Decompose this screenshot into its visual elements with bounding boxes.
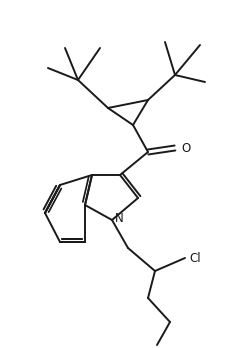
Text: Cl: Cl <box>188 252 200 264</box>
Text: O: O <box>180 142 189 155</box>
Text: N: N <box>114 212 123 224</box>
